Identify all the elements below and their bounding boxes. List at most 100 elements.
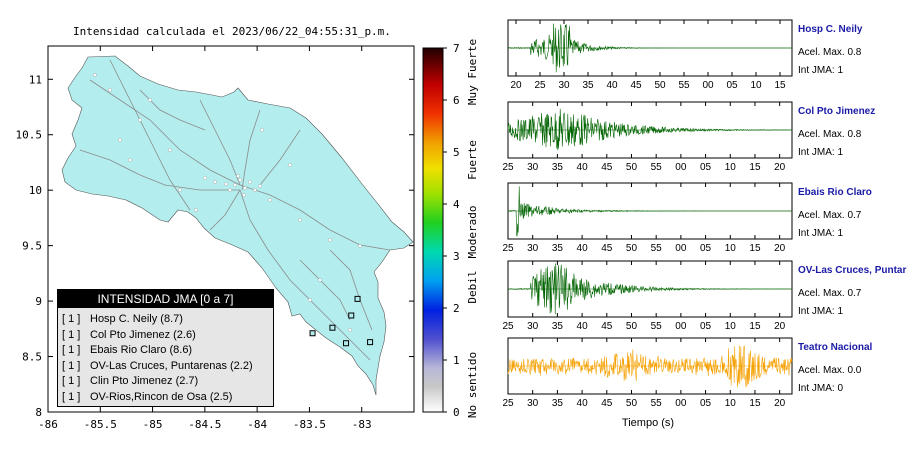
station-max-accel: Acel. Max. 0.8 bbox=[798, 47, 862, 58]
city-dot bbox=[213, 180, 217, 184]
waveform-tick-label: 20 bbox=[774, 243, 786, 254]
station-markers bbox=[309, 295, 374, 347]
waveform-tick-label: 20 bbox=[774, 162, 786, 173]
colorbar-label: Debil bbox=[466, 270, 479, 303]
station-name: Col Pto Jimenez bbox=[798, 106, 876, 117]
waveform-tick-label: 05 bbox=[700, 162, 712, 173]
colorbar-tick-label: 0 bbox=[453, 406, 460, 419]
x-tick-label: -86 bbox=[38, 418, 58, 431]
legend-item: [ 1 ] Clin Pto Jimenez (2.7) bbox=[58, 374, 273, 390]
y-tick-label: 8.5 bbox=[22, 351, 42, 364]
city-dot bbox=[203, 176, 207, 180]
waveform-tick-label: 20 bbox=[774, 321, 786, 332]
road-network bbox=[79, 59, 391, 361]
station-jma-intensity: Int JMA: 1 bbox=[798, 147, 844, 158]
waveform-tick-label: 55 bbox=[651, 243, 663, 254]
city-dot bbox=[93, 73, 97, 77]
legend-title: INTENSIDAD JMA [0 a 7] bbox=[58, 290, 273, 308]
waveform-tick-label: 10 bbox=[725, 398, 737, 409]
waveform-tick-label: 45 bbox=[630, 80, 642, 91]
waveform-tick-label: 05 bbox=[700, 321, 712, 332]
city-dot bbox=[258, 184, 262, 188]
city-dot bbox=[236, 174, 240, 178]
colorbar-label: Moderado bbox=[466, 206, 479, 259]
waveform-trace bbox=[508, 263, 792, 315]
station-marker bbox=[354, 295, 361, 302]
waveform-tick-label: 35 bbox=[552, 398, 564, 409]
x-tick-label: -83 bbox=[352, 418, 372, 431]
colorbar-tick-label: 3 bbox=[453, 250, 460, 263]
map-y-axis: 11 10.5 10 9.5 9 8.5 8 bbox=[16, 73, 414, 419]
city-dot bbox=[194, 208, 198, 212]
x-tick-label: -85 bbox=[143, 418, 163, 431]
waveform-tick-label: 25 bbox=[502, 398, 514, 409]
colorbar-tick-label: 4 bbox=[453, 198, 460, 211]
city-dot bbox=[328, 238, 332, 242]
waveform-tick-label: 10 bbox=[725, 321, 737, 332]
station-max-accel: Acel. Max. 0.8 bbox=[798, 129, 862, 140]
waveform-tick-label: 40 bbox=[577, 398, 589, 409]
station-marker bbox=[309, 330, 316, 337]
colorbar-label: Muy Fuerte bbox=[466, 39, 479, 105]
waveform-tick-label: 20 bbox=[510, 80, 522, 91]
waveform-tick-label: 05 bbox=[700, 398, 712, 409]
city-dot bbox=[288, 163, 292, 167]
legend-item-intensity: [ 1 ] bbox=[62, 359, 81, 372]
station-jma-intensity: Int JMA: 1 bbox=[798, 228, 844, 239]
waveform-tick-label: 30 bbox=[527, 162, 539, 173]
legend-item-intensity: [ 1 ] bbox=[62, 344, 81, 356]
legend-item: [ 1 ] Hosp C. Neily (8.7) bbox=[58, 312, 273, 328]
waveform-tick-label: 15 bbox=[749, 321, 761, 332]
waveform-tick-label: 45 bbox=[601, 243, 613, 254]
waveform-tick-label: 55 bbox=[651, 321, 663, 332]
waveform-tick-label: 35 bbox=[582, 80, 594, 91]
legend-item: [ 1 ] Ebais Rio Claro (8.6) bbox=[58, 343, 273, 359]
waveform-trace bbox=[507, 345, 793, 388]
station-name: Hosp C. Neily bbox=[798, 24, 863, 35]
city-dot bbox=[238, 178, 242, 182]
city-dot bbox=[138, 118, 142, 122]
station-jma-intensity: Int JMA: 1 bbox=[798, 306, 844, 317]
costa-rica-land bbox=[61, 55, 414, 396]
waveform-tick-label: 25 bbox=[502, 162, 514, 173]
waveform-tick-label: 15 bbox=[749, 398, 761, 409]
waveform-tick-label: 25 bbox=[502, 243, 514, 254]
station-max-accel: Acel. Max. 0.7 bbox=[798, 288, 862, 299]
y-tick-label: 10.5 bbox=[16, 129, 43, 142]
station-name: Ebais Rio Claro bbox=[798, 187, 872, 198]
x-tick-label: -85.5 bbox=[84, 418, 117, 431]
intensity-legend: INTENSIDAD JMA [0 a 7] [ 1 ] Hosp C. Neil… bbox=[57, 289, 274, 407]
city-markers bbox=[93, 73, 362, 332]
waveform-tick-label: 45 bbox=[601, 398, 613, 409]
legend-item-intensity: [ 1 ] bbox=[62, 313, 81, 325]
city-dot bbox=[242, 193, 246, 197]
colorbar-tick-label: 1 bbox=[453, 354, 460, 367]
waveform-tick-label: 25 bbox=[502, 321, 514, 332]
station-max-accel: Acel. Max. 0.0 bbox=[798, 365, 862, 376]
waveform-tick-label: 45 bbox=[601, 321, 613, 332]
city-dot bbox=[260, 128, 264, 132]
city-dot bbox=[128, 158, 132, 162]
colorbar-tick-label: 5 bbox=[453, 146, 460, 159]
station-marker bbox=[367, 339, 374, 346]
waveform-tick-label: 00 bbox=[675, 243, 687, 254]
waveform-tick-label: 00 bbox=[675, 162, 687, 173]
city-dot bbox=[178, 188, 182, 192]
city-dot bbox=[358, 244, 362, 248]
city-dot bbox=[228, 188, 232, 192]
colorbar-tick-label: 2 bbox=[453, 302, 460, 315]
city-dot bbox=[118, 138, 122, 142]
waveform-tick-label: 50 bbox=[654, 80, 666, 91]
city-dot bbox=[233, 183, 237, 187]
waveform-tick-label: 00 bbox=[702, 80, 714, 91]
legend-item: [ 1 ] Col Pto Jimenez (2.6) bbox=[58, 328, 273, 344]
waveform-panel: 25 30 35 40 45 50 55 00 05 10 15 20 bbox=[502, 182, 793, 254]
station-marker bbox=[343, 340, 350, 347]
map-x-axis: -86 -85.5 -85 -84.5 -84 -83.5 -83 bbox=[38, 46, 372, 431]
waveform-tick-label: 10 bbox=[725, 243, 737, 254]
legend-item: [ 1 ] OV-Rios,Rincon de Osa (2.5) bbox=[58, 390, 273, 406]
legend-item-station: Clin Pto Jimenez (2.7) bbox=[90, 375, 199, 387]
waveform-tick-label: 35 bbox=[552, 162, 564, 173]
legend-item-station: Ebais Rio Claro (8.6) bbox=[90, 344, 193, 356]
waveform-tick-label: 30 bbox=[527, 321, 539, 332]
